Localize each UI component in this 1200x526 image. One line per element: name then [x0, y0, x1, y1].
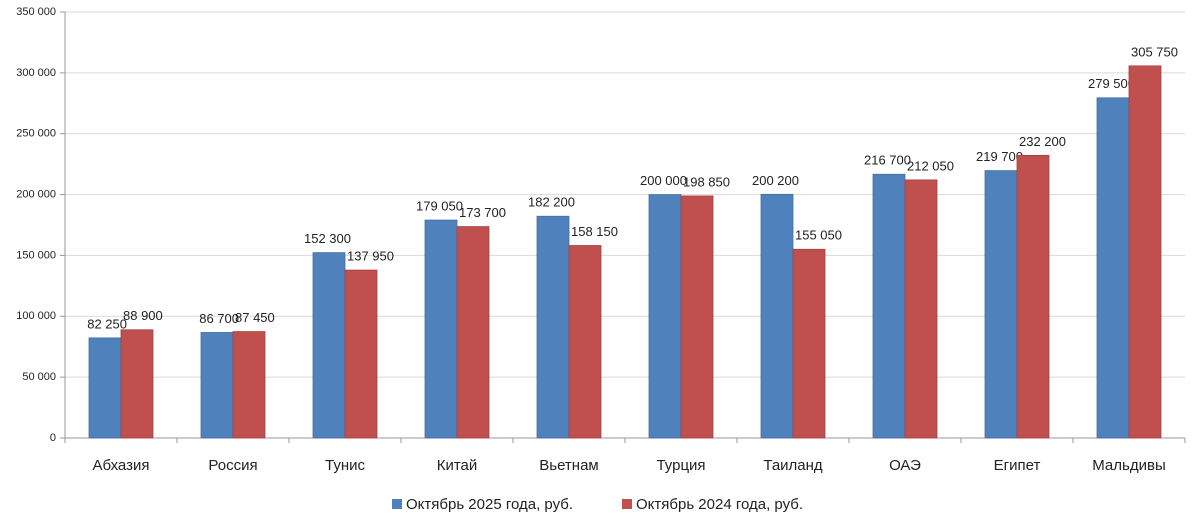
- y-tick-label: 150 000: [16, 249, 56, 261]
- bar: [792, 248, 826, 439]
- data-label: 216 700: [864, 153, 911, 168]
- legend-swatch: [392, 499, 402, 509]
- legend-swatch: [622, 499, 632, 509]
- x-tick-label: Египет: [994, 457, 1041, 474]
- data-label: 87 450: [235, 310, 275, 325]
- y-tick-label: 250 000: [16, 128, 56, 140]
- bar: [536, 215, 570, 439]
- data-label: 82 250: [87, 316, 127, 331]
- y-tick-label: 100 000: [16, 310, 56, 322]
- x-tick-label: Мальдивы: [1092, 457, 1165, 474]
- data-label: 219 700: [976, 149, 1023, 164]
- data-label: 305 750: [1131, 44, 1178, 59]
- y-tick-label: 0: [50, 432, 56, 444]
- bar: [456, 226, 490, 439]
- data-label: 182 200: [528, 195, 575, 210]
- data-label: 200 000: [640, 173, 687, 188]
- data-label: 232 200: [1019, 134, 1066, 149]
- data-label: 279 500: [1088, 76, 1135, 91]
- bar: [760, 193, 794, 439]
- data-label: 212 050: [907, 158, 954, 173]
- legend-label: Октябрь 2025 года, руб.: [406, 496, 573, 513]
- data-label: 137 950: [347, 249, 394, 264]
- legend-label: Октябрь 2024 года, руб.: [636, 496, 803, 513]
- data-label: 173 700: [459, 205, 506, 220]
- bar: [568, 245, 602, 439]
- bar: [120, 329, 154, 439]
- y-tick-label: 200 000: [16, 188, 56, 200]
- data-label: 158 150: [571, 224, 618, 239]
- data-label: 179 050: [416, 199, 463, 214]
- bar: [200, 332, 234, 439]
- bar: [984, 170, 1018, 439]
- bar: [1096, 97, 1130, 439]
- data-label: 198 850: [683, 174, 730, 189]
- bar: [1016, 154, 1050, 439]
- bar: [232, 331, 266, 439]
- bar: [680, 195, 714, 439]
- data-label: 155 050: [795, 228, 842, 243]
- x-tick-label: Вьетнам: [539, 457, 598, 474]
- data-label: 86 700: [199, 311, 239, 326]
- data-label: 200 200: [752, 173, 799, 188]
- x-tick-label: Тунис: [325, 457, 365, 474]
- bar: [88, 337, 122, 439]
- bar: [1128, 65, 1162, 439]
- bar: [312, 252, 346, 439]
- y-tick-label: 300 000: [16, 67, 56, 79]
- bar: [424, 219, 458, 439]
- x-tick-label: Китай: [437, 457, 478, 474]
- x-tick-label: Турция: [656, 457, 705, 474]
- bar: [648, 194, 682, 439]
- bar: [904, 179, 938, 439]
- x-tick-label: ОАЭ: [889, 457, 921, 474]
- y-tick-label: 350 000: [16, 6, 56, 18]
- x-tick-label: Таиланд: [763, 457, 823, 474]
- bar: [872, 173, 906, 439]
- x-tick-label: Абхазия: [93, 457, 150, 474]
- data-label: 88 900: [123, 308, 163, 323]
- y-tick-label: 50 000: [22, 371, 56, 383]
- x-tick-label: Россия: [208, 457, 257, 474]
- bar: [344, 269, 378, 439]
- data-label: 152 300: [304, 231, 351, 246]
